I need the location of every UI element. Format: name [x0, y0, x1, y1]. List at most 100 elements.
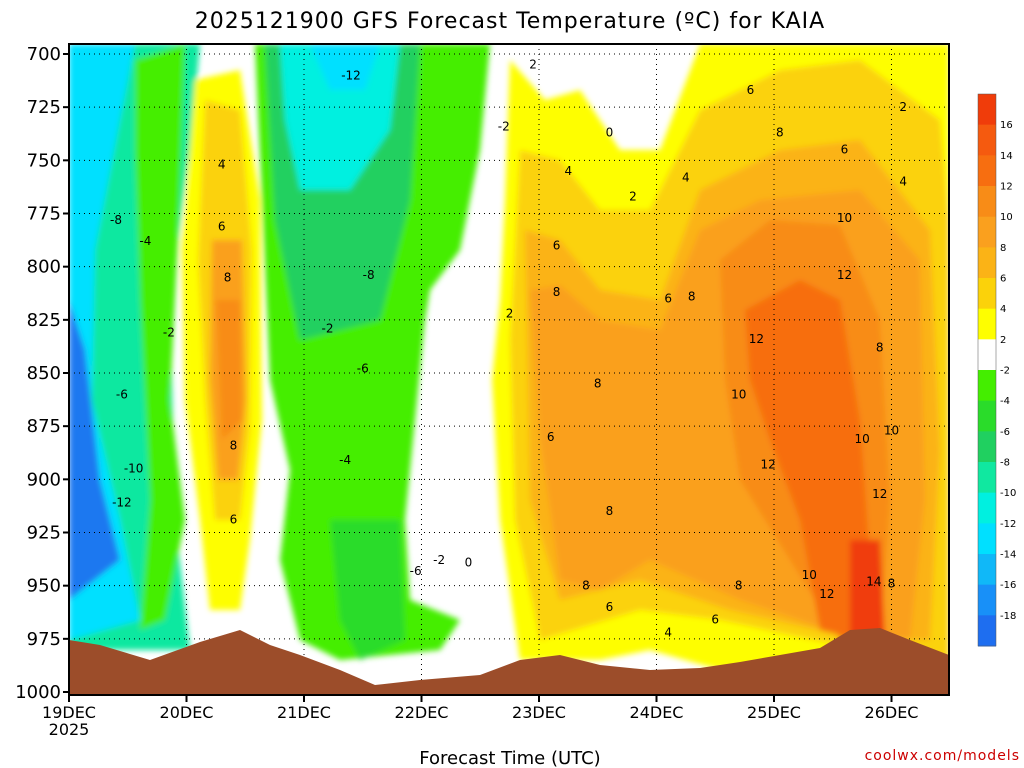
contour-label: -4: [339, 453, 351, 467]
contour-label: 6: [747, 83, 755, 97]
y-axis: 700 725 750 775 800 825 850 875 900 925 950 975 1000: [15, 44, 69, 703]
colorbar-swatch: [978, 462, 996, 494]
region-cool-22dec: [430, 44, 490, 290]
contour-label: -6: [116, 387, 128, 401]
x-tick-label: 24DEC: [630, 703, 684, 722]
contour-label: -8: [363, 268, 375, 282]
region-warm4-20dec: [216, 300, 242, 440]
colorbar-swatch: [978, 124, 996, 156]
contour-label: 10: [802, 568, 817, 582]
credit-text: coolwx.com/models: [865, 748, 1020, 764]
contour-label: 2: [506, 306, 514, 320]
colorbar-swatch: [978, 431, 996, 463]
colorbar-label: 8: [1000, 243, 1006, 254]
region-cold5-21dec: [330, 520, 405, 660]
contour-label: -2: [322, 321, 334, 335]
terrain: [69, 628, 949, 695]
x-tick-label: 20DEC: [160, 703, 214, 722]
contour-label: 8: [888, 577, 896, 591]
region-cold4-21dec: [310, 44, 380, 90]
colorbar-swatch: [978, 186, 996, 218]
contour-label: -6: [410, 564, 422, 578]
contour-label: 12: [819, 587, 834, 601]
y-tick-label: 950: [27, 576, 61, 597]
x-tick-year: 2025: [49, 720, 90, 739]
contour-label: 2: [899, 100, 907, 114]
colorbar-swatch: [978, 584, 996, 616]
colorbar-label: 2: [1000, 335, 1006, 346]
contour-label: 6: [218, 219, 226, 233]
region-warm7-main: [850, 540, 885, 640]
colorbar-label: 4: [1000, 304, 1006, 315]
contour-label: 8: [553, 285, 561, 299]
contour-label: 4: [664, 625, 672, 639]
contour-label: 8: [735, 579, 743, 593]
x-axis: 19DEC 20DEC 21DEC 22DEC 23DEC 24DEC 25DEC 26DEC: [42, 695, 918, 722]
colorbar-frame: [977, 93, 997, 647]
y-tick-label: 700: [27, 44, 61, 65]
colorbar: 16 14 12 10 8 6 4 2 -2 -4 -6 -8 -10 -12 -14 -16 -18: [977, 93, 1016, 647]
colorbar-swatch: [978, 523, 996, 555]
colorbar-swatch: [978, 278, 996, 310]
plot-area: [69, 44, 949, 695]
colorbar-swatch: [978, 339, 996, 371]
contour-label: 8: [224, 270, 232, 284]
contour-label: 10: [837, 211, 852, 225]
x-tick-label: 25DEC: [747, 703, 801, 722]
region-warm6-main: [745, 280, 870, 640]
contour-label: 0: [606, 126, 614, 140]
y-tick-label: 750: [27, 150, 61, 171]
colorbar-label: -12: [1000, 519, 1016, 530]
colorbar-swatch: [978, 155, 996, 187]
region-cold3-21dec: [280, 44, 400, 190]
x-tick-label: 26DEC: [865, 703, 919, 722]
colorbar-swatch: [978, 615, 996, 647]
contour-label: 6: [230, 513, 238, 527]
contour-label: 6: [664, 292, 672, 306]
y-tick-label: 850: [27, 363, 61, 384]
contour-label: 2: [529, 58, 537, 72]
contour-labels: -12-2-8-4-2-6-10-12-8-6-2-4-6-2004688620…: [110, 58, 907, 670]
contour-label: 8: [582, 579, 590, 593]
colorbar-swatch: [978, 94, 996, 126]
contour-label: -2: [433, 553, 445, 567]
y-tick-label: 725: [27, 97, 61, 118]
contour-label: 8: [776, 126, 784, 140]
contour-label: 12: [872, 487, 887, 501]
y-tick-label: 825: [27, 310, 61, 331]
colorbar-swatch: [978, 400, 996, 432]
contour-label: 8: [594, 377, 602, 391]
colorbar-label: 16: [1000, 120, 1013, 131]
contour-label: -12: [341, 68, 361, 82]
region-cool-left: [135, 44, 185, 630]
contour-label: 10: [854, 432, 869, 446]
colorbar-label: -16: [1000, 580, 1016, 591]
contour-label: -8: [110, 213, 122, 227]
colorbar-label: -18: [1000, 611, 1016, 622]
contour-label: 8: [606, 504, 614, 518]
contour-label: 8: [688, 289, 696, 303]
colorbar-label: 14: [1000, 151, 1013, 162]
y-tick-label: 775: [27, 204, 61, 225]
x-tick-label: 23DEC: [512, 703, 566, 722]
contour-label: 6: [606, 600, 614, 614]
colorbar-label: -2: [1000, 366, 1010, 377]
plot-frame: [68, 43, 950, 696]
contour-label: 6: [841, 143, 849, 157]
colorbar-swatch: [978, 216, 996, 248]
x-tick-label: 21DEC: [277, 703, 331, 722]
colorbar-label: -6: [1000, 427, 1010, 438]
contour-label: 10: [731, 387, 746, 401]
contour-label: -12: [112, 496, 132, 510]
contour-label: 4: [218, 158, 226, 172]
x-axis-label: Forecast Time (UTC): [419, 748, 600, 768]
contour-label: 14: [866, 574, 881, 588]
contour-label: 4: [565, 164, 573, 178]
contour-label: 6: [547, 430, 555, 444]
x-tick-label: 19DEC: [42, 703, 96, 722]
contour-label: -2: [163, 326, 175, 340]
colorbar-swatch: [978, 554, 996, 586]
contour-label: -2: [498, 119, 510, 133]
contour-label: 6: [553, 238, 561, 252]
